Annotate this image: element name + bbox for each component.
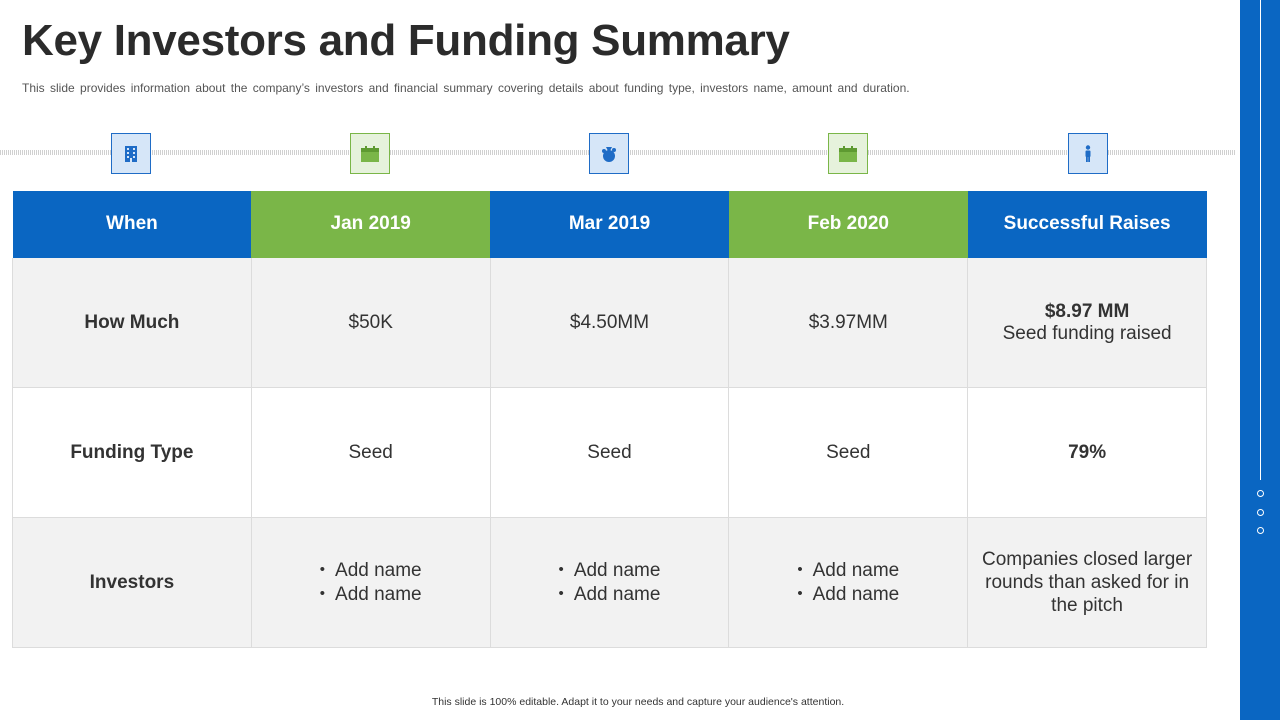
- row-label: Funding Type: [12, 387, 252, 518]
- summary-cell: Companies closed larger rounds than aske…: [967, 517, 1207, 648]
- summary-note: Companies closed larger rounds than aske…: [982, 549, 1193, 616]
- list-item: Add name: [559, 559, 661, 583]
- table-cell: $4.50MM: [489, 257, 730, 388]
- funding-summary-table: When Jan 2019 Mar 2019 Feb 2020 Successf…: [12, 190, 1207, 648]
- calendar-icon: [828, 133, 868, 174]
- summary-cell: $8.97 MM Seed funding raised: [967, 257, 1207, 388]
- building-icon: [111, 133, 151, 174]
- investor-list: Add name Add name: [559, 559, 661, 607]
- accent-line: [1260, 0, 1261, 480]
- table-cell: $50K: [250, 257, 491, 388]
- list-item: Add name: [320, 559, 422, 583]
- list-item: Add name: [797, 583, 900, 607]
- money-bag-icon: [589, 133, 629, 174]
- investor-list: Add name Add name: [797, 559, 900, 607]
- total-raised-caption: Seed funding raised: [1002, 322, 1172, 344]
- nav-dot: [1257, 509, 1264, 516]
- table-cell: Add name Add name: [250, 517, 491, 648]
- investor-list: Add name Add name: [320, 559, 422, 607]
- person-icon: [1068, 133, 1108, 174]
- table-header-row: When Jan 2019 Mar 2019 Feb 2020 Successf…: [12, 190, 1207, 258]
- right-accent-bar: [1240, 0, 1280, 720]
- row-label: How Much: [12, 257, 252, 388]
- table-cell: Add name Add name: [489, 517, 730, 648]
- header-jan-2019: Jan 2019: [251, 190, 491, 258]
- table-cell: Seed: [728, 387, 969, 518]
- nav-dot: [1257, 490, 1264, 497]
- footer-note: This slide is 100% editable. Adapt it to…: [431, 696, 845, 708]
- table-row-investors: Investors Add name Add name Add name Add…: [12, 517, 1207, 648]
- table-cell: Seed: [250, 387, 491, 518]
- slide-subtitle: This slide provides information about th…: [22, 81, 910, 95]
- row-label: Investors: [12, 517, 252, 648]
- header-successful-raises: Successful Raises: [967, 190, 1207, 258]
- header-feb-2020: Feb 2020: [728, 190, 968, 258]
- table-cell: Add name Add name: [728, 517, 969, 648]
- header-when: When: [12, 190, 252, 258]
- list-item: Add name: [797, 559, 900, 583]
- total-raised-amount: $8.97 MM: [1044, 300, 1130, 322]
- nav-dot: [1257, 527, 1264, 534]
- header-mar-2019: Mar 2019: [490, 190, 729, 258]
- summary-percentage: 79%: [967, 387, 1207, 518]
- list-item: Add name: [559, 583, 661, 607]
- table-cell: Seed: [489, 387, 730, 518]
- slide-title: Key Investors and Funding Summary: [22, 16, 790, 65]
- table-row-how-much: How Much $50K $4.50MM $3.97MM $8.97 MM S…: [12, 257, 1207, 388]
- table-row-funding-type: Funding Type Seed Seed Seed 79%: [12, 387, 1207, 518]
- table-cell: $3.97MM: [728, 257, 969, 388]
- calendar-icon: [350, 133, 390, 174]
- list-item: Add name: [320, 583, 422, 607]
